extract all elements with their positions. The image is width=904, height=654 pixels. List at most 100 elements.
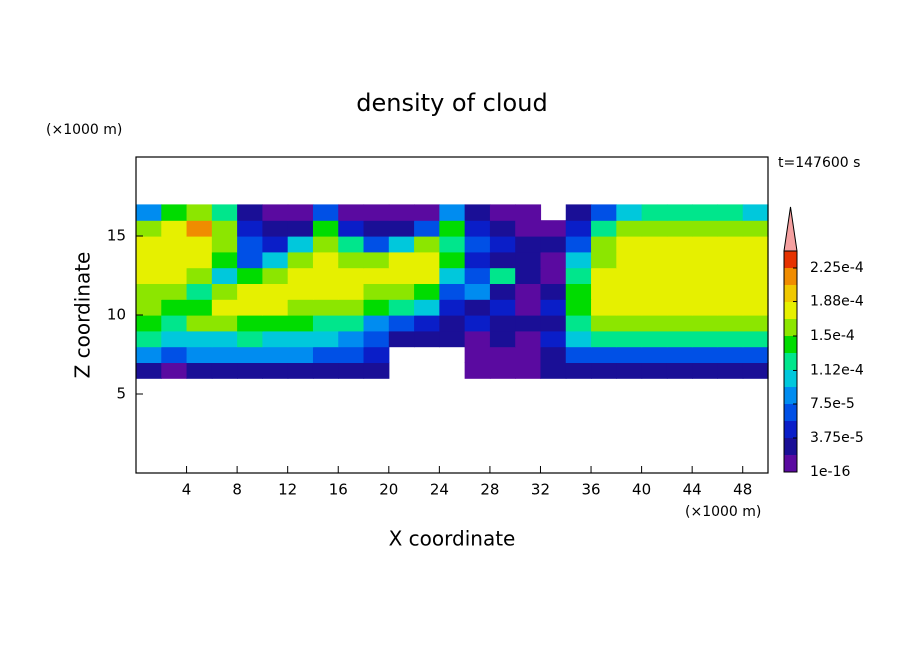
contour-cell xyxy=(338,204,365,221)
x-tick-label: 36 xyxy=(581,481,600,499)
contour-cell xyxy=(540,315,567,332)
contour-cell xyxy=(717,267,744,284)
contour-cell xyxy=(742,251,769,269)
contour-cell xyxy=(565,346,592,363)
contour-cell xyxy=(641,267,668,284)
contour-cell xyxy=(211,362,238,379)
contour-cell xyxy=(515,362,542,379)
contour-cell xyxy=(666,204,693,221)
colorbar-band xyxy=(784,404,797,421)
contour-cell xyxy=(591,204,617,221)
contour-cell xyxy=(388,299,415,316)
colorbar-label: 7.5e-5 xyxy=(810,396,855,412)
contour-cell xyxy=(641,330,668,348)
contour-cell xyxy=(439,204,466,221)
contour-cell xyxy=(489,267,516,284)
y-unit: (×1000 m) xyxy=(46,122,122,138)
contour-cell xyxy=(262,315,289,332)
contour-cell xyxy=(692,330,719,348)
contour-cell xyxy=(211,330,238,348)
contour-cell xyxy=(439,267,466,284)
contour-cell xyxy=(540,330,567,348)
contour-cell xyxy=(515,283,542,300)
contour-cell xyxy=(287,362,314,379)
contour-cell xyxy=(363,330,390,348)
contour-cell xyxy=(565,204,592,221)
colorbar-frame xyxy=(783,250,798,473)
contour-cell xyxy=(692,267,719,284)
contour-cell xyxy=(262,299,289,316)
contour-cell xyxy=(489,236,516,253)
y-tick-label: 5 xyxy=(116,385,126,403)
contour-cell xyxy=(489,330,516,348)
contour-cell xyxy=(489,346,516,363)
contour-cell xyxy=(237,299,263,316)
contour-cell xyxy=(312,362,339,379)
contour-cell xyxy=(540,220,567,237)
contour-cell xyxy=(211,283,238,300)
contour-cell xyxy=(287,299,314,316)
contour-cell xyxy=(161,251,188,269)
x-tick-label: 16 xyxy=(329,481,348,499)
contour-cell xyxy=(565,283,592,300)
contour-cell xyxy=(363,267,390,284)
contour-cell xyxy=(363,220,390,237)
contour-cell xyxy=(515,299,542,316)
contour-cell xyxy=(742,283,769,300)
colorbar-band xyxy=(784,319,797,336)
contour-cell xyxy=(464,330,491,348)
contour-cell xyxy=(641,346,668,363)
colorbar-band xyxy=(784,268,797,285)
contour-cell xyxy=(136,346,162,363)
contour-cell xyxy=(565,251,592,269)
contour-cell xyxy=(540,362,567,379)
contour-cell xyxy=(237,251,263,269)
colorbar-label: 3.75e-5 xyxy=(810,430,864,446)
contour-cell xyxy=(717,346,744,363)
contour-cell xyxy=(591,267,617,284)
contour-cell xyxy=(287,236,314,253)
contour-cell xyxy=(641,362,668,379)
contour-cell xyxy=(540,299,567,316)
contour-cell xyxy=(363,299,390,316)
contour-cell xyxy=(211,236,238,253)
contour-cell xyxy=(641,283,668,300)
contour-cell xyxy=(338,283,365,300)
x-tick-label: 8 xyxy=(232,481,242,499)
contour-cell xyxy=(666,330,693,348)
contour-cell xyxy=(515,267,542,284)
contour-cell xyxy=(692,251,719,269)
contour-cell xyxy=(186,362,213,379)
contour-cell xyxy=(237,330,263,348)
contour-cell xyxy=(312,283,339,300)
contour-cell xyxy=(439,220,466,237)
contour-cell xyxy=(414,236,440,253)
contour-cell xyxy=(717,283,744,300)
colorbar-band xyxy=(784,421,797,438)
colorbar-band xyxy=(784,370,797,387)
colorbar-extend xyxy=(783,206,798,252)
contour-cell xyxy=(742,236,769,253)
contour-cell xyxy=(161,315,188,332)
contour-cell xyxy=(464,315,491,332)
contour-cell xyxy=(363,346,390,363)
contour-cell xyxy=(262,346,289,363)
contour-cell xyxy=(692,283,719,300)
contour-cell xyxy=(312,220,339,237)
contour-cell xyxy=(414,267,440,284)
contour-cell xyxy=(591,362,617,379)
contour-cell xyxy=(489,299,516,316)
contour-cell xyxy=(439,283,466,300)
contour-cell xyxy=(565,236,592,253)
contour-cell xyxy=(388,204,415,221)
contour-cell xyxy=(262,283,289,300)
colorbar-band xyxy=(784,336,797,353)
contour-cell xyxy=(641,299,668,316)
contour-cell xyxy=(414,251,440,269)
contour-cell xyxy=(312,315,339,332)
contour-cell xyxy=(287,283,314,300)
contour-cell xyxy=(161,330,188,348)
contour-cell xyxy=(591,299,617,316)
contour-cell xyxy=(338,330,365,348)
contour-cell xyxy=(666,362,693,379)
